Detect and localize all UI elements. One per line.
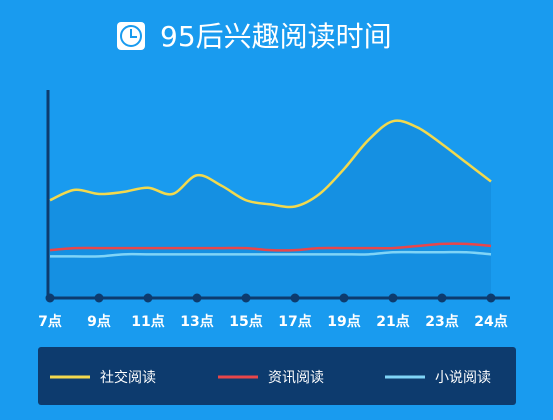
x-tick-label: 7点 [38, 313, 62, 330]
x-tick-label: 21点 [376, 313, 409, 330]
x-tick-dot [486, 293, 496, 303]
x-tick-label: 23点 [425, 313, 458, 330]
x-tick-label: 17点 [278, 313, 311, 330]
x-tick-label: 19点 [327, 313, 360, 330]
x-tick-dot [45, 293, 55, 303]
series-line [49, 250, 492, 258]
x-tick-dot [143, 293, 153, 303]
x-tick-dot [192, 293, 202, 303]
series-line [49, 119, 492, 209]
x-tick-dot [437, 293, 447, 303]
x-tick-label: 24点 [474, 313, 507, 330]
x-tick-label: 11点 [131, 313, 164, 330]
legend [38, 347, 516, 405]
x-tick-dot [94, 293, 104, 303]
x-tick-dot [241, 293, 251, 303]
x-tick-label: 15点 [229, 313, 262, 330]
chart-title: 95后兴趣阅读时间 [160, 20, 392, 53]
series-line [49, 242, 492, 252]
legend-label: 资讯阅读 [268, 369, 324, 386]
clock-icon [117, 22, 145, 50]
x-tick-dot [339, 293, 349, 303]
x-tick-dot [388, 293, 398, 303]
x-tick-label: 13点 [180, 313, 213, 330]
x-tick-dot [290, 293, 300, 303]
legend-label: 社交阅读 [100, 369, 156, 386]
legend-label: 小说阅读 [435, 369, 491, 386]
x-tick-label: 9点 [87, 313, 111, 330]
